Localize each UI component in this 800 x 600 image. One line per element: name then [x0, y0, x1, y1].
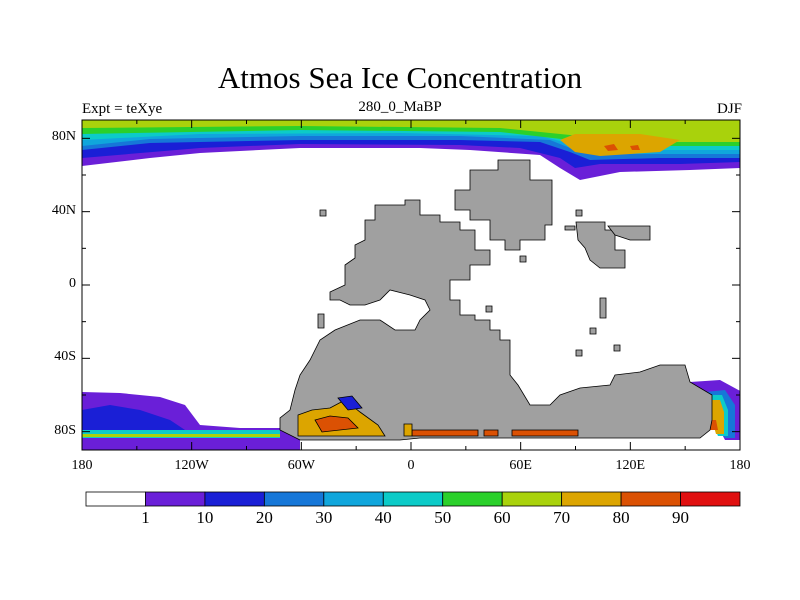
colorbar-level-label: 30: [315, 508, 333, 527]
colorbar-level-label: 90: [672, 508, 690, 527]
x-tick-label: 180: [71, 458, 93, 473]
experiment-label: Expt = teXye: [82, 101, 163, 117]
colorbar-segment: [204, 491, 265, 507]
x-tick-label: 120E: [615, 458, 646, 473]
season-label: DJF: [716, 101, 742, 117]
y-tick-label: 0: [69, 276, 76, 291]
colorbar-segment: [442, 491, 503, 507]
tick-marks: [81, 120, 741, 450]
period-label: 280_0_MaBP: [358, 99, 442, 115]
colorbar-level-label: 80: [612, 508, 630, 527]
colorbar-level-label: 20: [255, 508, 273, 527]
colorbar-level-label: 40: [374, 508, 392, 527]
arctic-sea-ice: [82, 120, 740, 180]
x-tick-label: 180: [729, 458, 751, 473]
colorbar-segment: [561, 491, 622, 507]
colorbar-level-label: 70: [553, 508, 571, 527]
ice-shelf: [297, 395, 579, 437]
x-tick-label: 60E: [509, 458, 532, 473]
colorbar-segment: [145, 491, 206, 507]
colorbar-segment: [620, 491, 681, 507]
colorbar-segment: [263, 491, 325, 507]
colorbar-segment: [323, 491, 384, 507]
colorbar: [85, 491, 741, 507]
y-tick-label: 40N: [51, 202, 76, 218]
y-tick-label: 80N: [51, 129, 76, 145]
colorbar-segment: [680, 491, 741, 507]
colorbar-segment: [382, 491, 444, 507]
plot-title: Atmos Sea Ice Concentration: [217, 60, 583, 95]
x-tick-label: 60W: [287, 458, 315, 473]
colorbar-segment: [85, 491, 146, 507]
colorbar-segment: [501, 491, 563, 507]
y-tick-label: 40S: [54, 349, 76, 365]
y-tick-label: 80S: [54, 422, 76, 438]
colorbar-level-label: 1: [141, 508, 150, 527]
x-tick-label: 0: [407, 458, 415, 473]
land-mass: [279, 159, 713, 441]
map-plot-area: [82, 120, 740, 450]
colorbar-level-label: 10: [196, 508, 214, 527]
colorbar-level-label: 60: [493, 508, 511, 527]
x-tick-label: 120W: [174, 458, 209, 473]
colorbar-level-label: 50: [434, 508, 452, 527]
